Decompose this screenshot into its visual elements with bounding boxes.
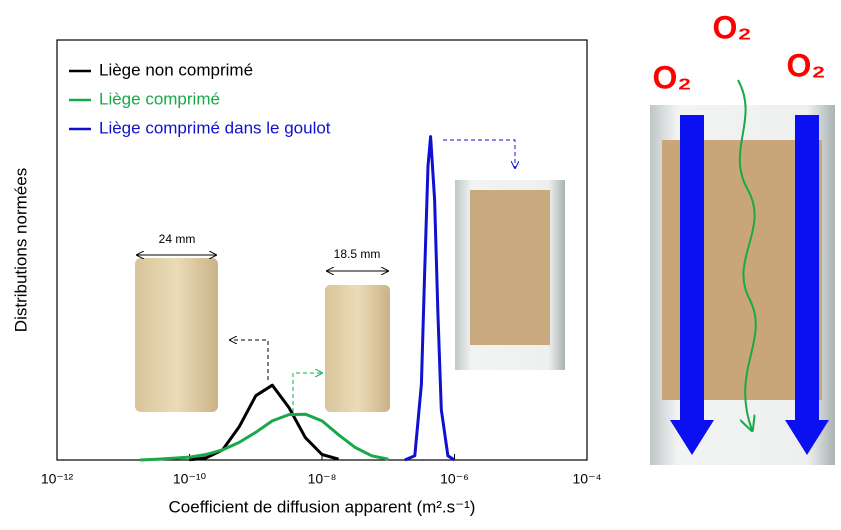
legend-label: Liège comprimé dans le goulot — [99, 118, 331, 137]
cork-photo — [325, 285, 390, 412]
series-line — [140, 414, 388, 460]
y-axis-label: Distributions normées — [11, 168, 30, 332]
cork-in-neck — [470, 190, 550, 345]
x-tick-label: 10⁻⁸ — [308, 471, 337, 487]
x-tick-label: 10⁻⁶ — [440, 471, 469, 487]
o2-arrow — [680, 115, 704, 425]
x-tick-label: 10⁻¹² — [41, 471, 74, 487]
x-tick-label: 10⁻⁴ — [573, 471, 602, 487]
x-axis-label: Coefficient de diffusion apparent (m².s⁻… — [169, 497, 476, 516]
legend-label: Liège non comprimé — [99, 60, 253, 79]
annotation: 18.5 mm — [334, 247, 381, 261]
figure: 24 mm 18.5 mm O₂ O₂ O₂ Coefficient de di… — [0, 0, 841, 525]
series-line — [405, 137, 455, 460]
legend-label: Liège comprimé — [99, 89, 220, 108]
cork-photo — [135, 258, 218, 412]
annotation: O₂ — [712, 9, 751, 45]
pointer — [230, 340, 268, 380]
pointer — [293, 373, 322, 412]
x-tick-label: 10⁻¹⁰ — [173, 471, 207, 487]
annotation: 24 mm — [159, 232, 196, 246]
annotation: O₂ — [786, 47, 825, 83]
pointer — [443, 140, 515, 168]
annotation: O₂ — [652, 59, 691, 95]
o2-arrow — [795, 115, 819, 425]
